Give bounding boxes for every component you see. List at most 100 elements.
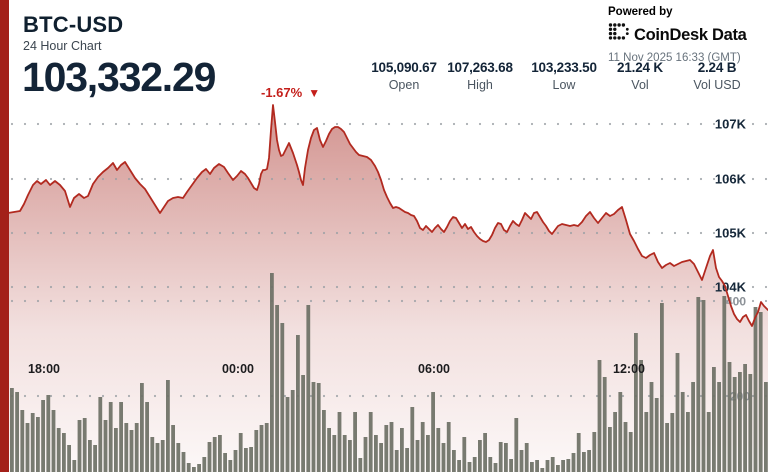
- volume-bar: [738, 372, 742, 472]
- volume-bar: [410, 407, 415, 472]
- volume-bar: [368, 412, 373, 472]
- volume-bar: [134, 423, 139, 472]
- volume-bar: [98, 397, 103, 472]
- volume-bar: [649, 382, 654, 472]
- volume-bar: [306, 305, 311, 472]
- volume-bar: [706, 412, 711, 472]
- stat-open: 105,090.67 Open: [359, 60, 449, 92]
- price-axis-label: 105K: [715, 226, 747, 241]
- volume-bar: [129, 430, 134, 472]
- branding-block: Powered by CoinDesk Data 11 Nov 2025 16:…: [608, 6, 766, 64]
- volume-bar: [550, 457, 555, 472]
- volume-bar: [613, 412, 617, 472]
- volume-bar: [566, 459, 571, 472]
- volume-bar: [108, 402, 113, 472]
- volume-bar: [238, 433, 243, 472]
- stat-volume: 21.24 K Vol: [595, 60, 685, 92]
- volume-bar: [717, 382, 721, 472]
- volume-bar: [218, 435, 222, 472]
- volume-bar: [405, 448, 409, 472]
- volume-bar: [743, 364, 747, 472]
- volume-bar: [145, 402, 149, 472]
- volume-bar: [56, 428, 61, 472]
- time-axis-label: 00:00: [222, 362, 254, 376]
- volume-bar: [10, 388, 14, 472]
- volume-bar: [82, 418, 87, 472]
- volume-bar: [431, 392, 435, 472]
- volume-bar: [316, 383, 321, 472]
- stat-low-value: 103,233.50: [531, 60, 597, 75]
- grid-dots-layer: [10, 122, 768, 398]
- brand-accent-bar: [0, 0, 9, 472]
- volume-bar: [249, 447, 253, 472]
- volume-bar: [259, 425, 264, 472]
- volume-bar: [524, 443, 529, 472]
- stat-open-label: Open: [388, 78, 420, 92]
- volume-bar: [545, 460, 550, 472]
- stat-low: 103,233.50 Low: [519, 60, 609, 92]
- volume-bar: [701, 300, 706, 472]
- volume-bar: [15, 392, 19, 472]
- volume-bar: [467, 462, 472, 472]
- volume-bar: [571, 453, 576, 472]
- volume-bar: [244, 448, 248, 472]
- stat-volume-usd-value: 2.24 B: [697, 60, 737, 75]
- volume-bar: [290, 390, 295, 472]
- volume-bar: [327, 428, 331, 472]
- volume-bar: [472, 457, 477, 472]
- volume-bar: [753, 307, 758, 472]
- volume-bar: [114, 428, 118, 472]
- volume-bar: [727, 362, 732, 472]
- coindesk-logo-icon: [608, 22, 629, 48]
- volume-bar: [192, 467, 196, 472]
- volume-bar: [535, 460, 539, 472]
- price-area-fill: [8, 105, 768, 472]
- stat-volume-usd-label: Vol USD: [693, 78, 741, 92]
- volume-bar: [332, 435, 337, 472]
- volume-bar: [155, 443, 160, 472]
- volume-bar: [20, 410, 25, 472]
- volume-bar: [207, 442, 212, 472]
- volume-bar: [394, 450, 399, 472]
- volume-bar: [597, 360, 602, 472]
- stat-high: 107,263.68 High: [435, 60, 525, 92]
- volume-bars-layer: [10, 273, 768, 472]
- volume-bar: [722, 296, 727, 472]
- volume-bar: [488, 457, 493, 472]
- volume-bar: [353, 412, 357, 472]
- volume-bar: [576, 433, 581, 472]
- coindesk-data-link[interactable]: CoinDesk Data: [608, 22, 766, 48]
- volume-bar: [93, 445, 97, 472]
- volume-bar: [270, 273, 274, 472]
- volume-bar: [732, 377, 737, 472]
- volume-bar: [764, 382, 768, 472]
- volume-bar: [197, 464, 201, 472]
- volume-bar: [509, 459, 513, 472]
- volume-bar: [441, 443, 446, 472]
- volume-bar: [212, 437, 217, 472]
- price-axis-label: 104K: [715, 280, 747, 295]
- stat-high-value: 107,263.68: [447, 60, 513, 75]
- change-percent: -1.67%: [261, 85, 303, 100]
- volume-bar: [296, 335, 300, 472]
- volume-bar: [457, 460, 461, 472]
- volume-bar: [342, 435, 347, 472]
- stat-volume-label: Vol: [631, 78, 649, 92]
- volume-bar: [493, 463, 498, 472]
- volume-bar: [400, 428, 404, 472]
- last-price: 103,332.29: [22, 54, 216, 100]
- volume-bar: [530, 462, 534, 472]
- volume-bar: [77, 420, 82, 472]
- volume-bar: [275, 305, 279, 472]
- volume-bar: [62, 433, 66, 472]
- volume-bar: [25, 423, 30, 472]
- volume-bar: [670, 413, 675, 472]
- volume-bar: [171, 425, 175, 472]
- volume-bar: [561, 460, 565, 472]
- volume-bar: [680, 392, 685, 472]
- volume-bar: [758, 312, 763, 472]
- volume-bar: [696, 297, 701, 472]
- price-line: [7, 104, 768, 327]
- volume-bar: [311, 382, 316, 472]
- volume-bar: [51, 410, 56, 472]
